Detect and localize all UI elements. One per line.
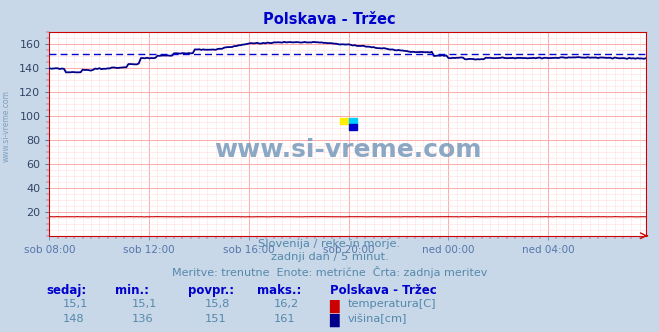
Text: █: █: [330, 299, 339, 313]
Text: 136: 136: [132, 314, 154, 324]
Text: Meritve: trenutne  Enote: metrične  Črta: zadnja meritev: Meritve: trenutne Enote: metrične Črta: …: [172, 266, 487, 278]
Text: 15,1: 15,1: [132, 299, 158, 309]
Bar: [349, 118, 357, 124]
Text: 148: 148: [63, 314, 84, 324]
Bar: [341, 118, 349, 124]
Text: min.:: min.:: [115, 284, 150, 297]
Text: maks.:: maks.:: [257, 284, 301, 297]
Text: 161: 161: [273, 314, 295, 324]
Text: 15,1: 15,1: [63, 299, 88, 309]
Text: povpr.:: povpr.:: [188, 284, 234, 297]
Text: 15,8: 15,8: [204, 299, 230, 309]
Text: zadnji dan / 5 minut.: zadnji dan / 5 minut.: [271, 252, 388, 262]
Text: sedaj:: sedaj:: [46, 284, 86, 297]
Text: Slovenija / reke in morje.: Slovenija / reke in morje.: [258, 239, 401, 249]
Text: višina[cm]: višina[cm]: [348, 314, 407, 324]
Text: Polskava - Tržec: Polskava - Tržec: [330, 284, 436, 297]
Bar: [349, 124, 357, 129]
Text: 151: 151: [204, 314, 226, 324]
Text: █: █: [330, 314, 339, 327]
Text: 16,2: 16,2: [273, 299, 299, 309]
Text: temperatura[C]: temperatura[C]: [348, 299, 436, 309]
Text: www.si-vreme.com: www.si-vreme.com: [2, 90, 11, 162]
Text: www.si-vreme.com: www.si-vreme.com: [214, 138, 481, 162]
Text: Polskava - Tržec: Polskava - Tržec: [263, 12, 396, 27]
